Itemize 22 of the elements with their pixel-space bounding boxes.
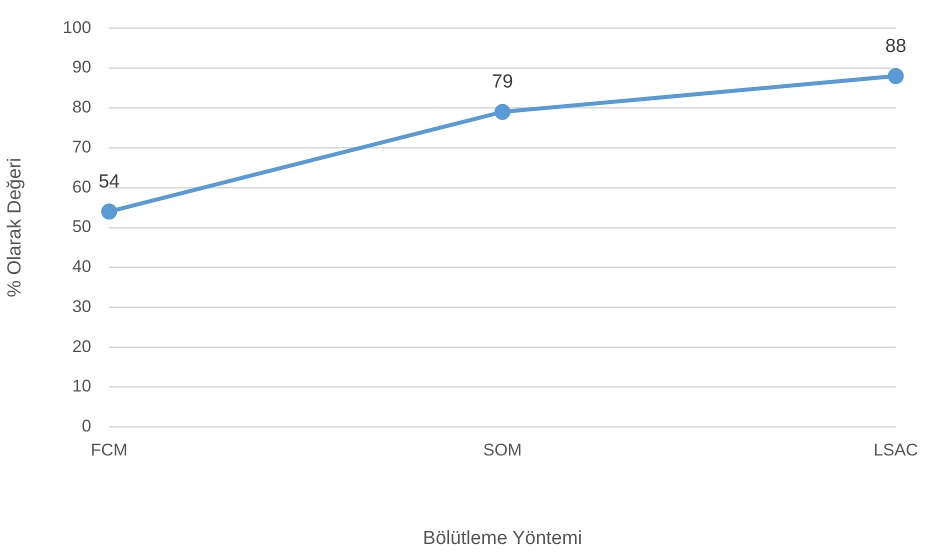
x-tick-label: SOM bbox=[483, 440, 522, 460]
y-tick-label: 70 bbox=[72, 137, 92, 156]
x-tick-label: FCM bbox=[90, 440, 128, 460]
y-tick-label: 10 bbox=[72, 376, 92, 396]
y-tick-label: 90 bbox=[72, 58, 92, 77]
data-label: 79 bbox=[492, 72, 514, 93]
y-tick-label: 100 bbox=[62, 18, 92, 37]
y-tick-label: 0 bbox=[82, 416, 92, 436]
y-tick-label: 30 bbox=[72, 296, 92, 316]
y-tick-label: 60 bbox=[72, 177, 92, 196]
y-tick-label: 80 bbox=[72, 98, 92, 117]
point bbox=[888, 68, 904, 84]
point bbox=[494, 104, 510, 120]
x-axis-title: Bölütleme Yöntemi bbox=[422, 528, 582, 549]
y-axis-title: % Olarak Değeri bbox=[4, 158, 26, 298]
y-tick-label: 50 bbox=[72, 217, 92, 236]
data-label: 54 bbox=[98, 171, 120, 192]
data-label: 88 bbox=[885, 36, 906, 57]
point bbox=[101, 204, 118, 220]
y-tick-label: 20 bbox=[72, 336, 92, 356]
y-tick-label: 40 bbox=[72, 257, 92, 276]
x-tick-label: LSAC bbox=[874, 440, 918, 460]
